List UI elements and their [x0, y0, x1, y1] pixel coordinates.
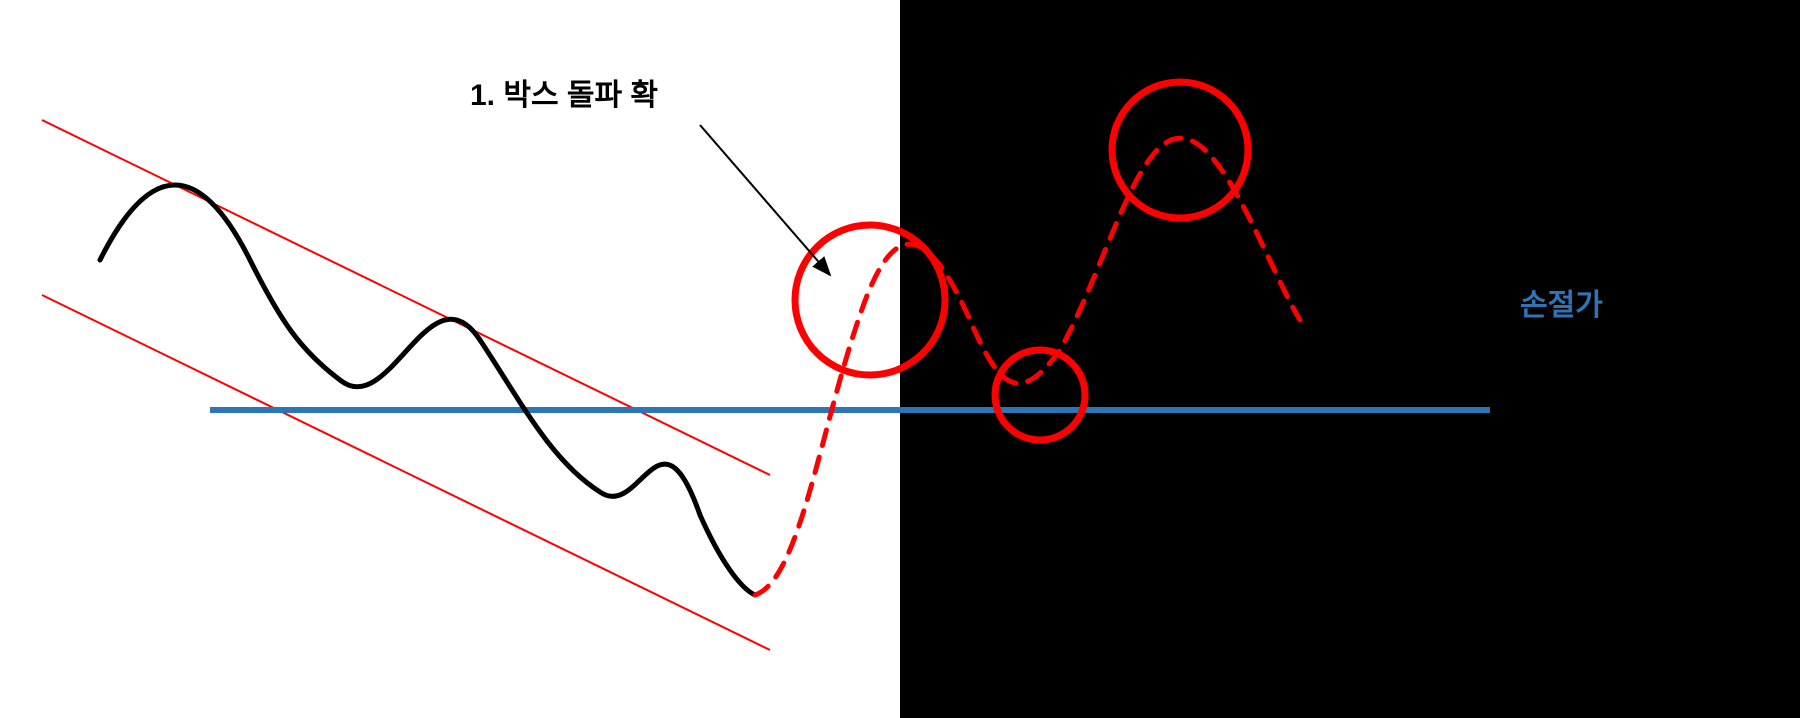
price-wave-solid — [100, 185, 755, 595]
channel-upper-line — [42, 120, 770, 475]
stoploss-label: 손절가 — [1520, 280, 1603, 324]
highlight-circle-1 — [795, 225, 945, 375]
title-label: 1. 박스 돌파 확 — [470, 70, 658, 114]
highlight-circle-3 — [1112, 82, 1248, 218]
diagram-svg — [0, 0, 1800, 718]
highlight-circle-2 — [995, 350, 1085, 440]
callout-arrow — [700, 125, 830, 275]
diagram-canvas: 1. 박스 돌파 확 손절가 — [0, 0, 1800, 718]
